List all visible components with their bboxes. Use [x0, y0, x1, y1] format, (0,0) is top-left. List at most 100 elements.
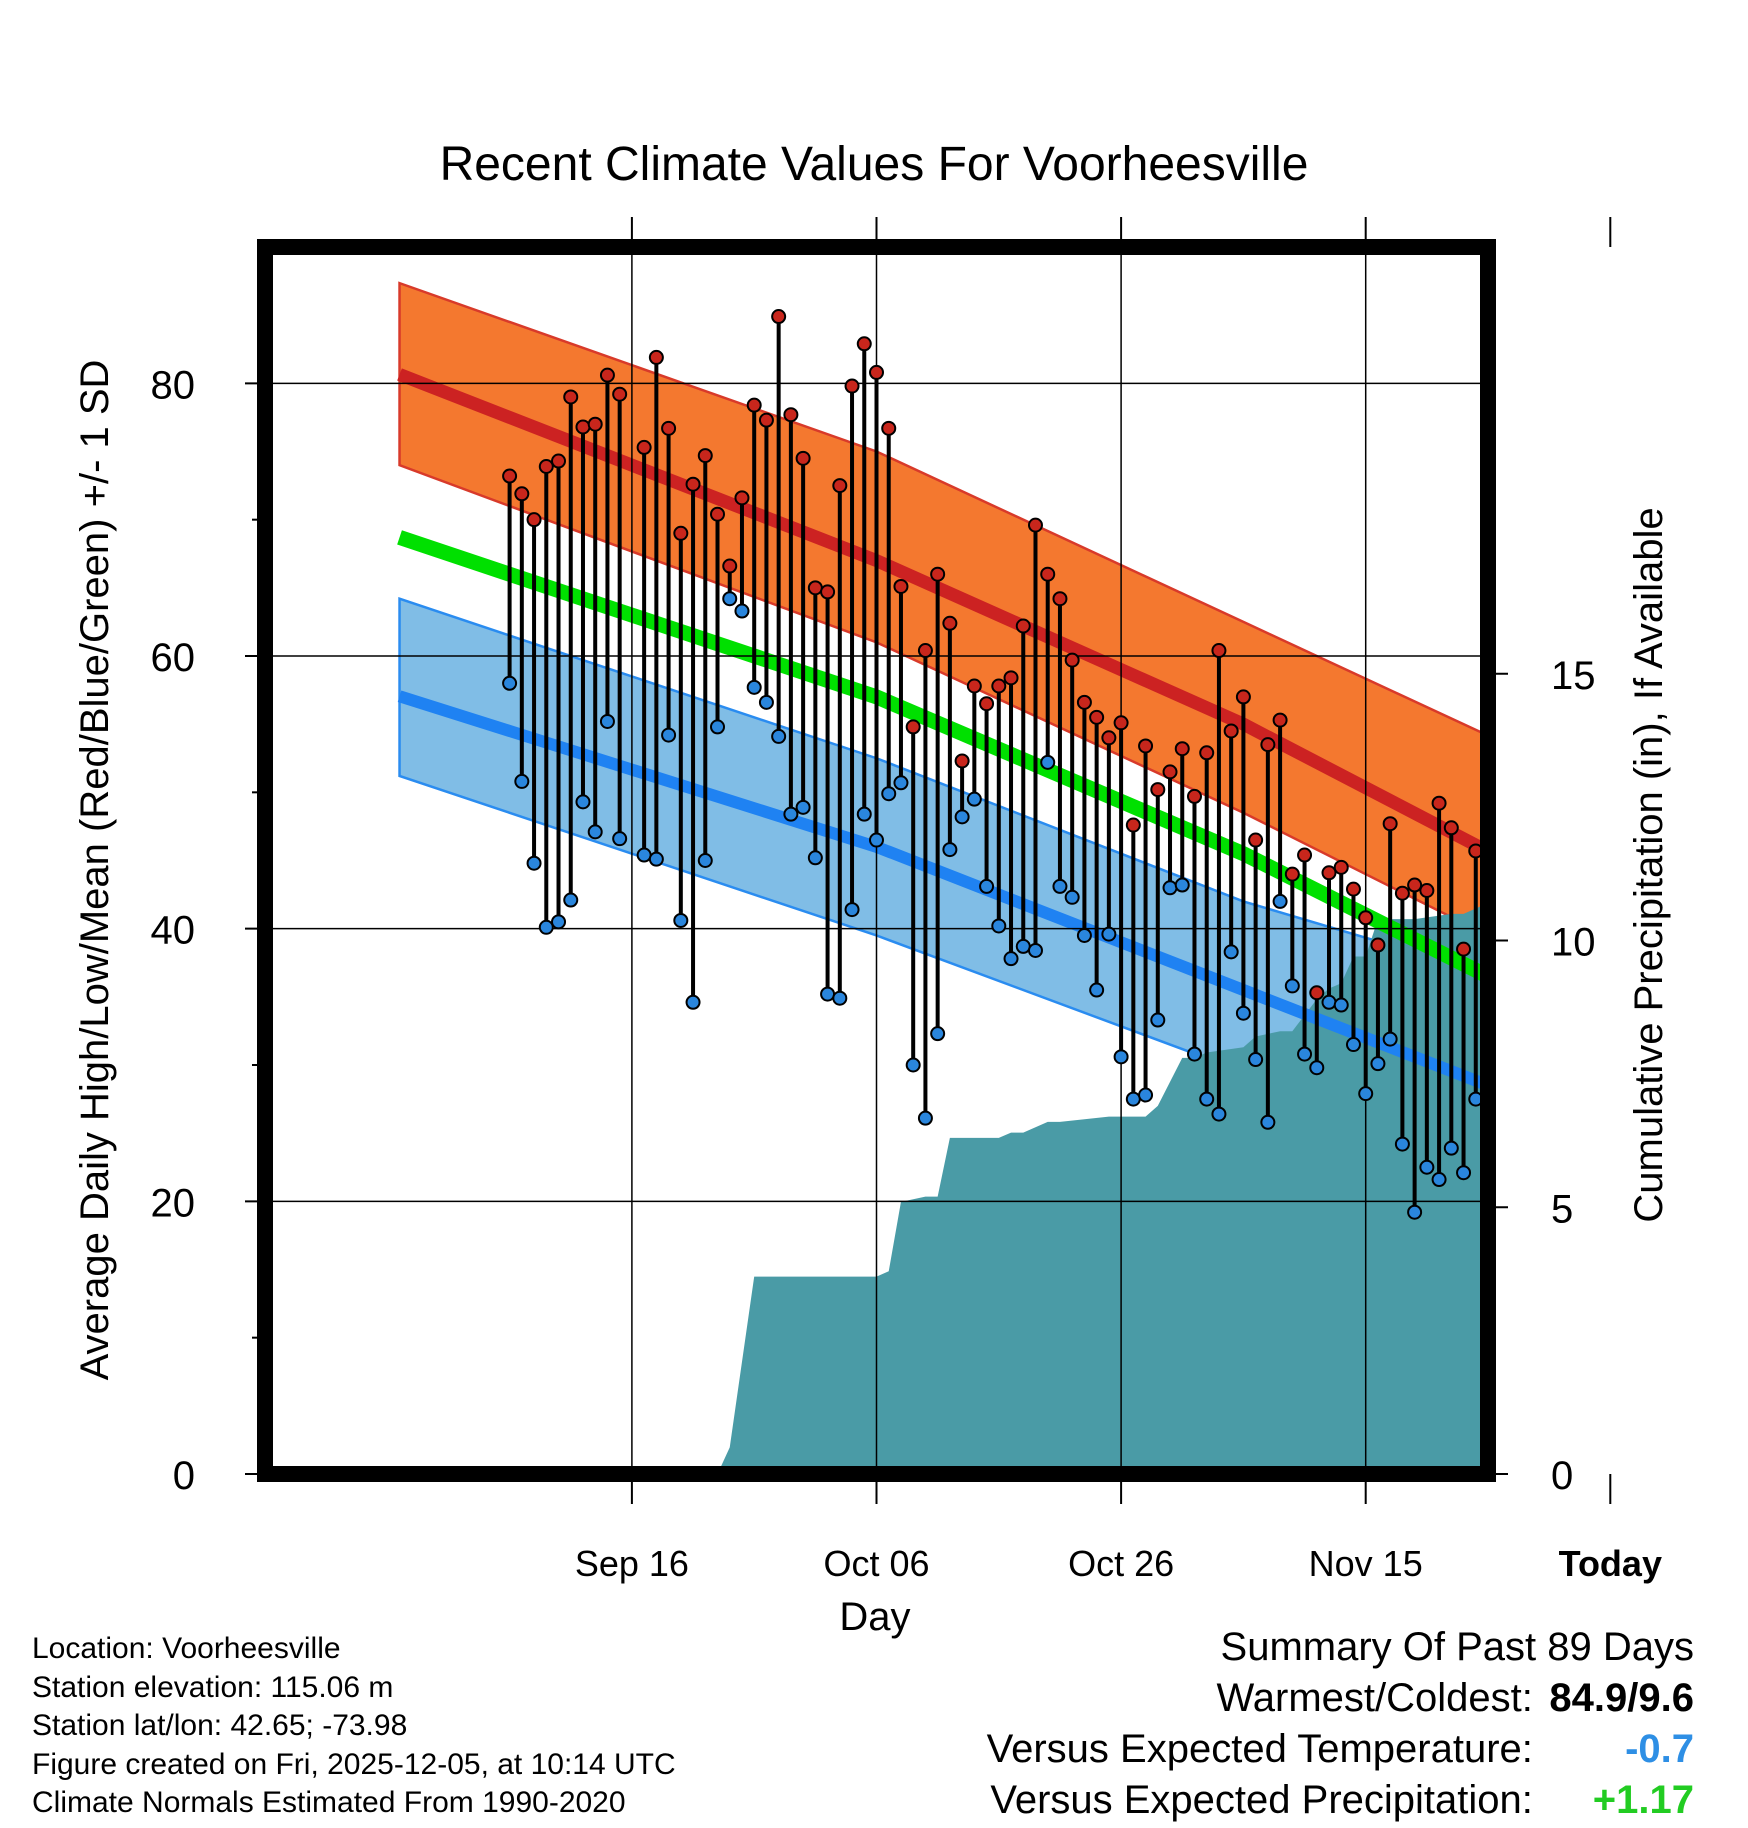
low-point [587, 824, 603, 840]
high-point [1248, 832, 1264, 848]
warmest-coldest-value: 84.9/9.6 [1549, 1676, 1694, 1720]
warmest-coldest-label: Warmest/Coldest: [1216, 1676, 1533, 1720]
low-point [661, 727, 677, 743]
high-point [661, 420, 677, 436]
low-point [1284, 978, 1300, 994]
high-point [697, 448, 713, 464]
high-point [1027, 517, 1043, 533]
low-normal-line [397, 690, 1488, 1092]
high-point [1040, 566, 1056, 582]
high-point [1358, 910, 1374, 926]
high-point [502, 468, 518, 484]
x-tick-label: Oct 26 [1068, 1543, 1174, 1584]
low-point [734, 603, 750, 619]
low-point [746, 679, 762, 695]
low-point [1443, 1140, 1459, 1156]
period-label-line1: 90 [1618, 1379, 1658, 1420]
high-point [1064, 652, 1080, 668]
high-point [1174, 741, 1190, 757]
low-point [1321, 994, 1337, 1010]
high-point [1333, 859, 1349, 875]
high-point [917, 643, 933, 659]
low-point [722, 591, 738, 607]
high-point [930, 566, 946, 582]
high-point [1199, 745, 1215, 761]
high-point [1419, 882, 1435, 898]
low-point [1174, 877, 1190, 893]
high-point [1567, 1045, 1580, 1058]
low-point [1186, 1046, 1202, 1062]
low-point [1518, 1050, 1531, 1063]
low-point [979, 878, 995, 894]
low-point [942, 842, 958, 858]
low-point [832, 990, 848, 1006]
high-point [636, 439, 652, 455]
low-point [1260, 1114, 1276, 1130]
low-point [599, 713, 615, 729]
low-point [783, 806, 799, 822]
high-point [722, 558, 738, 574]
y2-tick-label: 10 [1551, 921, 1596, 965]
low-point [636, 847, 652, 863]
high-point [1518, 962, 1531, 975]
summary-precip: Versus Expected Precipitation: +1.17 [987, 1775, 1694, 1826]
low-point [648, 851, 664, 867]
high-point [856, 336, 872, 352]
high-point [1345, 881, 1361, 897]
low-point [917, 1110, 933, 1126]
high-point [905, 719, 921, 735]
high-point [1052, 591, 1068, 607]
low-point [758, 694, 774, 710]
high-point [1211, 643, 1227, 659]
high-point [1443, 820, 1459, 836]
high-point [538, 458, 554, 474]
high-point [648, 349, 664, 365]
low-point [1456, 1165, 1472, 1181]
low-point [795, 799, 811, 815]
latlon-text: Station lat/lon: 42.65; -73.98 [32, 1709, 408, 1742]
low-point [1370, 1056, 1386, 1072]
y-axis-label: Average Daily High/Low/Mean (Red/Blue/Gr… [73, 360, 117, 1381]
high-point [1150, 782, 1166, 798]
high-point [587, 416, 603, 432]
precip-area [717, 903, 1488, 1474]
high-point [746, 397, 762, 413]
y2-tick-label: 5 [1551, 1187, 1573, 1231]
y-tick-label: 0 [173, 1454, 195, 1498]
low-point [1333, 997, 1349, 1013]
high-point [881, 420, 897, 436]
high-point [942, 615, 958, 631]
low-point [1431, 1172, 1447, 1188]
chart-title: Recent Climate Values For Voorheesville [440, 138, 1309, 191]
high-point [1456, 941, 1472, 957]
x-tick-label: Sep 16 [575, 1543, 689, 1584]
high-point [575, 419, 591, 435]
low-point [1543, 1069, 1556, 1082]
high-point [795, 450, 811, 466]
y-tick-label: 60 [151, 636, 196, 680]
high-point [783, 407, 799, 423]
high-point [1506, 894, 1519, 907]
low-point [1345, 1037, 1361, 1053]
high-point [1579, 1009, 1592, 1022]
low-point [844, 902, 860, 918]
high-point [893, 578, 909, 594]
low-point [1150, 1012, 1166, 1028]
high-point [991, 678, 1007, 694]
high-point [685, 476, 701, 492]
high-point [1003, 670, 1019, 686]
low-point [526, 855, 542, 871]
low-point [1419, 1159, 1435, 1175]
high-point [1272, 712, 1288, 728]
high-point [612, 386, 628, 402]
high-point [979, 696, 995, 712]
low-point [1248, 1052, 1264, 1068]
low-point [856, 806, 872, 822]
low-point [1309, 1060, 1325, 1076]
x-tick-label: Oct 06 [823, 1543, 929, 1584]
x-tick-label: Nov 15 [1309, 1543, 1423, 1584]
low-point [1003, 951, 1019, 967]
high-point [1101, 730, 1117, 746]
x-axis-label: Day [839, 1595, 910, 1639]
high-point [1138, 738, 1154, 754]
